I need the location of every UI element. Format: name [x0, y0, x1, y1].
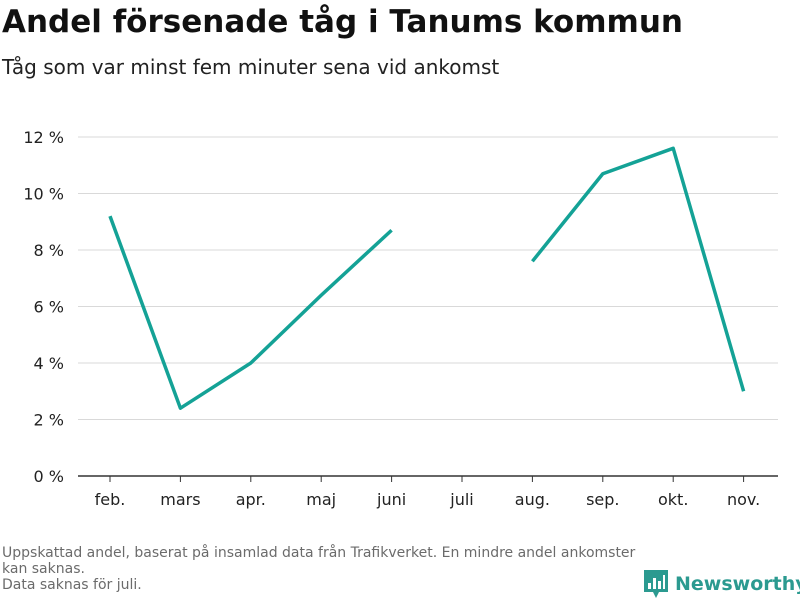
x-tick-label: aug. [515, 490, 550, 509]
x-tick-label: mars [160, 490, 200, 509]
y-axis-ticks: 0 % 2 % 4 % 6 % 8 % 10 % 12 % [23, 128, 64, 486]
x-tick-label: feb. [95, 490, 126, 509]
y-tick-label: 8 % [34, 241, 64, 260]
brand-logo: Newsworthy [643, 569, 800, 599]
y-tick-label: 2 % [34, 411, 64, 430]
x-tick-label: nov. [727, 490, 760, 509]
y-tick-label: 10 % [23, 185, 64, 204]
y-tick-label: 12 % [23, 128, 64, 147]
y-tick-label: 4 % [34, 354, 64, 373]
x-tick-label: maj [306, 490, 336, 509]
series-line-segment [108, 215, 393, 410]
series-lines [108, 146, 746, 410]
x-tick-label: okt. [658, 490, 688, 509]
footnote: Uppskattad andel, baserat på insamlad da… [2, 545, 642, 593]
y-tick-label: 0 % [34, 467, 64, 486]
x-axis: feb. mars apr. maj juni juli aug. sep. okt. nov. [78, 475, 778, 509]
brand-name: Newsworthy [675, 573, 800, 595]
y-tick-label: 6 % [34, 298, 64, 317]
chart-title: Andel försenade tåg i Tanums kommun [2, 4, 683, 40]
x-tick-label: apr. [236, 490, 266, 509]
x-tick-label: sep. [586, 490, 619, 509]
x-tick-label: juli [449, 490, 473, 509]
footnote-line-2: Data saknas för juli. [2, 577, 142, 593]
footnote-line-1: Uppskattad andel, baserat på insamlad da… [2, 545, 636, 577]
newsworthy-logo-icon [644, 570, 668, 598]
series-line-segment [531, 146, 746, 392]
chart-subtitle: Tåg som var minst fem minuter sena vid a… [2, 55, 500, 79]
x-tick-label: juni [376, 490, 406, 509]
gridlines [78, 136, 778, 420]
